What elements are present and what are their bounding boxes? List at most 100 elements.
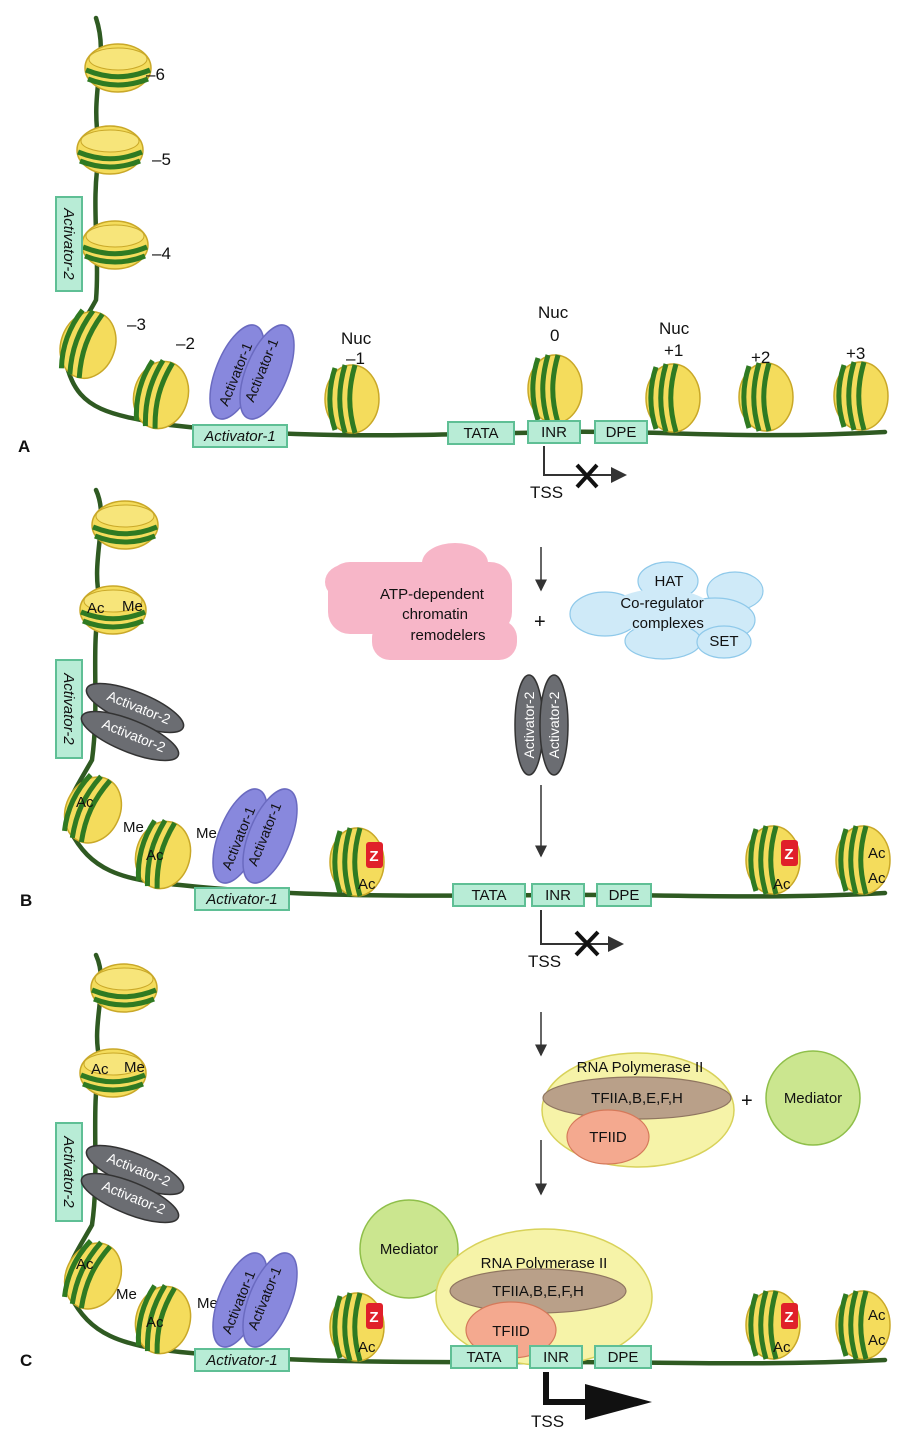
tss-blocked-a [543, 446, 627, 489]
svg-text:complexes: complexes [632, 615, 704, 632]
coregulator-complex: HAT Co-regulator complexes SET [569, 561, 764, 660]
tss-label-b: TSS [528, 952, 561, 971]
nucleosome-c-3 [54, 1234, 132, 1318]
svg-text:Activator-2: Activator-2 [60, 207, 77, 280]
nucleosome-c-1 [91, 964, 157, 1012]
ac-mark-b-3: Ac [146, 847, 164, 864]
svg-text:Mediator: Mediator [380, 1241, 438, 1258]
ac-mark-c-5: Ac [773, 1339, 791, 1356]
tss-active-arrow [543, 1372, 652, 1420]
tata-box-a: TATA [447, 421, 515, 445]
activator-2-dimer-free: Activator-2 Activator-2 [514, 674, 569, 776]
svg-text:RNA Polymerase II: RNA Polymerase II [577, 1059, 704, 1076]
tata-box-b: TATA [452, 883, 526, 907]
z-variant-c-2 [781, 1303, 798, 1329]
svg-text:HAT: HAT [655, 573, 684, 590]
ac-mark-c-7: Ac [868, 1332, 886, 1349]
label-plus-1: +1 [664, 341, 683, 360]
dpe-box-b: DPE [596, 883, 652, 907]
ac-mark-b-1: Ac [87, 600, 105, 617]
activator-2-site-c: Activator-2 [55, 1122, 83, 1222]
svg-text:Activator-1: Activator-1 [205, 1352, 277, 1369]
ac-mark-c-4: Ac [358, 1339, 376, 1356]
me-mark-b-3: Me [196, 825, 217, 842]
dpe-box-a: DPE [594, 420, 648, 444]
activator-2-dimer-b: Activator-2 Activator-2 [80, 682, 185, 762]
tss-blocked-b [540, 910, 624, 957]
ac-mark-b-2: Ac [76, 794, 94, 811]
z-variant-c-1 [366, 1303, 383, 1329]
label-0: 0 [550, 326, 559, 345]
tata-box-c: TATA [450, 1345, 518, 1369]
label-minus-1: –1 [346, 349, 365, 368]
activator-1-dimer-b: Activator-1 Activator-1 [212, 788, 298, 884]
tss-label-a: TSS [530, 483, 563, 502]
svg-text:INR: INR [543, 1349, 569, 1366]
ac-mark-b-5: Ac [773, 876, 791, 893]
ac-mark-c-2: Ac [76, 1256, 94, 1273]
svg-text:Activator-1: Activator-1 [203, 428, 275, 445]
panel-label-b: B [20, 891, 32, 910]
nucleosome-plus-1 [646, 364, 700, 432]
me-mark-c-1: Me [124, 1059, 145, 1076]
me-mark-b-2: Me [123, 819, 144, 836]
label-minus-3: –3 [127, 315, 146, 334]
me-mark-c-2: Me [116, 1286, 137, 1303]
z-label-b-1: Z [369, 848, 378, 865]
z-variant-b-1 [366, 842, 383, 868]
panel-a: –6 –5 –4 –3 –2 Nuc –1 Nuc 0 Nuc +1 +2 +3… [18, 15, 888, 502]
rna-polymerase-bound: RNA Polymerase II TFIIA,B,E,F,H TFIID [435, 1228, 653, 1366]
inr-box-a: INR [527, 420, 581, 444]
svg-text:Co-regulator: Co-regulator [620, 595, 703, 612]
svg-text:Activator-2: Activator-2 [546, 691, 562, 758]
svg-text:Mediator: Mediator [784, 1090, 842, 1107]
remodeler-complex: ATP-dependent chromatin remodelers [325, 543, 517, 660]
svg-text:ATP-dependent: ATP-dependent [380, 586, 485, 603]
activator-2-site-b: Activator-2 [55, 659, 83, 759]
z-label-c-1: Z [369, 1309, 378, 1326]
z-variant-b-2 [781, 840, 798, 866]
nucleosome-minus-3 [51, 304, 125, 386]
svg-text:TATA: TATA [467, 1349, 502, 1366]
ac-mark-c-1: Ac [91, 1061, 109, 1078]
svg-text:SET: SET [709, 633, 738, 650]
activator-2-site-a: Activator-2 [55, 196, 83, 292]
plus-c: + [741, 1090, 753, 1112]
nucleosome-minus-5 [77, 126, 143, 174]
svg-text:TATA: TATA [472, 887, 507, 904]
ac-mark-b-4: Ac [358, 876, 376, 893]
panel-label-a: A [18, 437, 30, 456]
nucleosome-minus-1 [325, 365, 379, 433]
nucleosome-0 [528, 355, 582, 423]
nucleosome-b-1 [92, 501, 158, 549]
label-nuc-plus-1: Nuc [659, 319, 690, 338]
panel-c: Ac Me Ac Me Ac Me Z Ac Z Ac Ac Ac Activa… [20, 952, 890, 1431]
rna-polymerase-free: RNA Polymerase II TFIIA,B,E,F,H TFIID [541, 1052, 735, 1168]
dpe-box-c: DPE [594, 1345, 652, 1369]
ac-mark-b-7: Ac [868, 870, 886, 887]
svg-text:INR: INR [541, 424, 567, 441]
nucleosome-plus-2 [739, 363, 793, 431]
svg-text:chromatin: chromatin [402, 606, 468, 623]
svg-text:TATA: TATA [464, 425, 499, 442]
label-minus-5: –5 [152, 150, 171, 169]
label-plus-3: +3 [846, 344, 865, 363]
activator-1-dimer-c: Activator-1 Activator-1 [212, 1252, 298, 1348]
z-label-b-2: Z [784, 846, 793, 863]
svg-text:TFIIA,B,E,F,H: TFIIA,B,E,F,H [492, 1283, 584, 1300]
ac-mark-c-3: Ac [146, 1314, 164, 1331]
svg-text:INR: INR [545, 887, 571, 904]
svg-text:Activator-2: Activator-2 [60, 672, 77, 745]
panel-label-c: C [20, 1351, 32, 1370]
label-minus-4: –4 [152, 244, 171, 263]
activator-1-dimer-a: Activator-1 Activator-1 [209, 324, 295, 420]
svg-text:DPE: DPE [608, 1349, 639, 1366]
svg-text:TFIID: TFIID [492, 1323, 530, 1340]
panel-b: Ac Me Ac Me Ac Me Z Ac Z Ac Ac Ac Activa… [20, 487, 890, 971]
nucleosome-minus-6 [85, 44, 151, 92]
svg-text:Activator-2: Activator-2 [521, 691, 537, 758]
label-nuc-0: Nuc [538, 303, 569, 322]
label-minus-6: –6 [146, 65, 165, 84]
z-label-c-2: Z [784, 1309, 793, 1326]
